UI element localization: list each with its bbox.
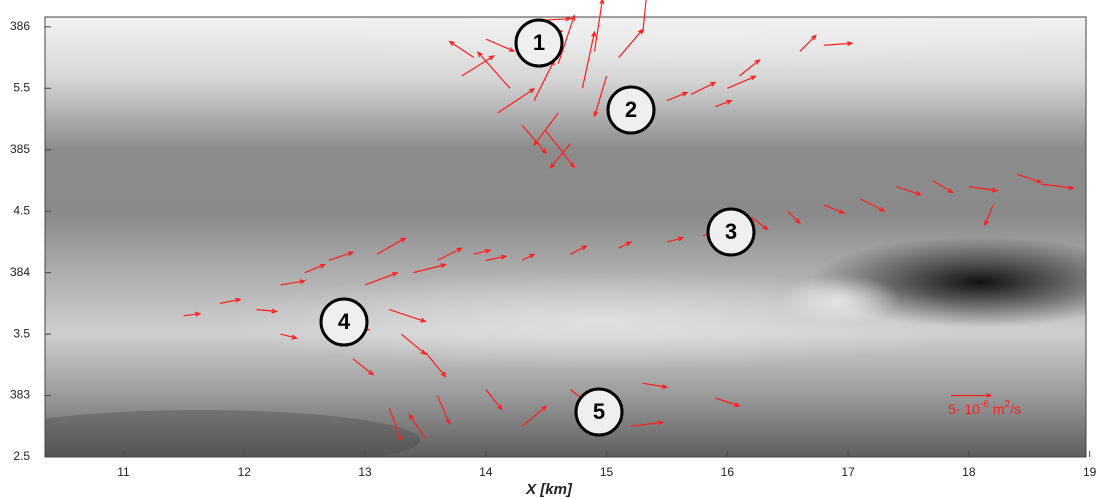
- arrow: [521, 253, 536, 261]
- arrow: [461, 55, 495, 77]
- arrow: [787, 210, 801, 225]
- x-axis-label: X [km]: [525, 481, 573, 498]
- annotation-label: 1: [533, 30, 545, 55]
- x-tick-label: 19: [1083, 465, 1097, 479]
- y-tick-label: 386: [10, 19, 30, 33]
- arrow: [549, 143, 571, 169]
- arrow: [545, 130, 576, 169]
- annotation-label: 4: [338, 309, 351, 334]
- arrow: [593, 75, 608, 118]
- x-tick-label: 18: [962, 465, 976, 479]
- arrow: [593, 0, 605, 52]
- arrow: [751, 216, 769, 231]
- arrow: [859, 198, 886, 212]
- arrow: [436, 395, 451, 425]
- arrow: [485, 38, 516, 52]
- arrow: [666, 236, 685, 243]
- annotation-label: 2: [625, 97, 637, 122]
- arrow: [581, 30, 596, 89]
- arrow: [521, 405, 548, 427]
- arrow: [570, 245, 588, 255]
- arrow: [799, 34, 817, 52]
- y-tick-label: 3.5: [13, 326, 30, 340]
- arrow: [823, 41, 854, 47]
- arrow: [476, 51, 511, 89]
- arrow: [823, 204, 846, 214]
- arrow: [328, 251, 355, 261]
- arrow: [352, 358, 375, 376]
- arrow: [408, 413, 426, 439]
- arrow: [256, 308, 278, 314]
- arrow: [533, 112, 559, 147]
- annotation-label: 3: [725, 219, 737, 244]
- x-tick-label: 14: [479, 465, 493, 479]
- arrow: [727, 75, 757, 89]
- y-tick-label: 385: [10, 142, 30, 156]
- arrow: [280, 333, 298, 340]
- annotation: 3: [706, 207, 756, 257]
- arrow: [715, 99, 733, 108]
- background-image: [45, 17, 1086, 457]
- arrow: [448, 40, 475, 59]
- arrow: [413, 263, 447, 274]
- arrow: [690, 81, 717, 95]
- arrow: [485, 389, 503, 411]
- x-tick-label: 16: [721, 465, 735, 479]
- y-tick-label: 2.5: [13, 449, 30, 463]
- annotation: 5: [574, 387, 624, 437]
- arrow: [932, 179, 954, 194]
- annotation: 1: [514, 18, 564, 68]
- arrow: [739, 59, 761, 77]
- arrow: [485, 254, 508, 261]
- arrow: [630, 420, 665, 427]
- y-tick-label: 383: [10, 388, 30, 402]
- arrow: [557, 14, 576, 64]
- arrow: [424, 352, 447, 378]
- x-tick-label: 17: [841, 465, 855, 479]
- y-tick-label: 5.5: [13, 80, 30, 94]
- annotation-label: 5: [593, 399, 605, 424]
- x-tick-label: 11: [117, 465, 130, 479]
- arrow: [618, 241, 633, 249]
- scale-arrow: [950, 393, 993, 399]
- arrow: [618, 28, 644, 58]
- arrow: [896, 186, 922, 196]
- arrow: [666, 91, 689, 102]
- x-tick-label: 13: [358, 465, 372, 479]
- arrow: [642, 0, 647, 34]
- arrow: [984, 204, 994, 227]
- arrow: [642, 382, 669, 390]
- arrow: [376, 237, 407, 255]
- arrow: [280, 279, 307, 286]
- arrow: [388, 407, 402, 442]
- arrow: [304, 263, 327, 274]
- arrow: [437, 247, 463, 261]
- arrow: [968, 186, 999, 193]
- y-tick-label: 4.5: [13, 203, 30, 217]
- arrow: [521, 124, 548, 155]
- arrow: [364, 272, 399, 286]
- arrow: [388, 308, 427, 323]
- x-tick-label: 15: [600, 465, 614, 479]
- x-tick-label: 12: [238, 465, 252, 479]
- arrow: [1041, 183, 1075, 191]
- arrow: [473, 248, 492, 255]
- scale-label: 5· 10-6 m2/s: [948, 399, 1021, 417]
- arrow: [1016, 173, 1043, 184]
- arrow: [497, 88, 536, 114]
- arrow: [183, 311, 202, 317]
- arrow: [715, 397, 741, 407]
- arrow: [400, 333, 427, 356]
- annotation: 4: [319, 297, 369, 347]
- y-tick-label: 384: [10, 265, 30, 279]
- arrow: [219, 297, 242, 304]
- annotation: 2: [606, 85, 656, 135]
